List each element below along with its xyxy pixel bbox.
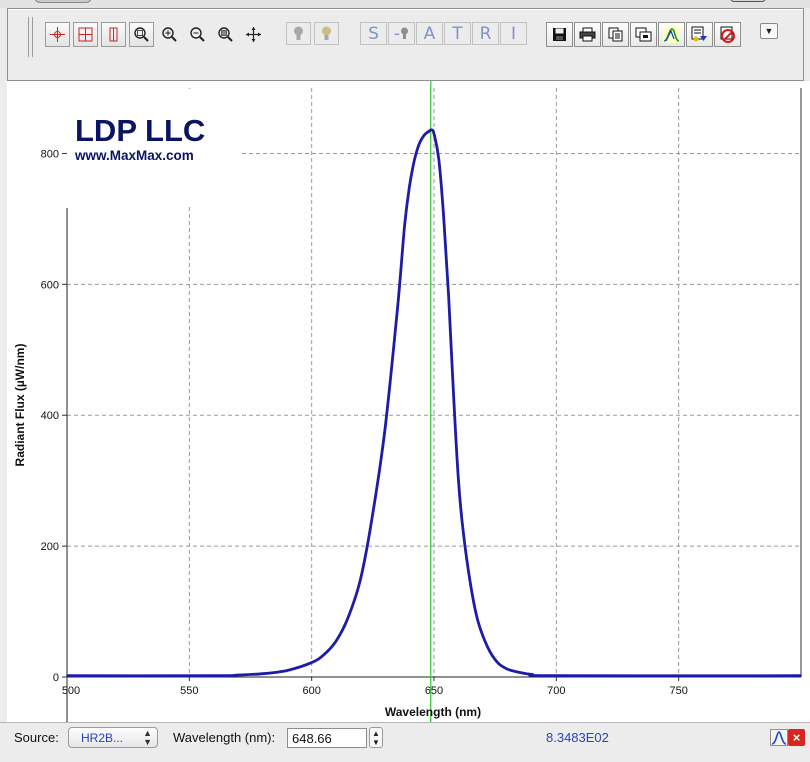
wavelength-input[interactable] xyxy=(287,728,367,748)
x-tick-label: 500 xyxy=(62,685,80,697)
spectrum-point xyxy=(452,394,455,397)
source-value: HR2B... xyxy=(81,731,124,745)
spectrum-point xyxy=(261,672,264,675)
reflectance-mode-button[interactable]: R xyxy=(472,22,499,45)
y-tick-label: 600 xyxy=(41,279,59,291)
pan-icon[interactable] xyxy=(241,22,266,47)
spectrum-point xyxy=(469,584,472,587)
spectrum-point xyxy=(531,673,533,676)
transmission-mode-button[interactable]: T xyxy=(444,22,471,45)
window-top-strip xyxy=(0,0,810,8)
chart-ticks: 500 550 600 650 700 750 0 200 400 600 800 xyxy=(41,148,688,697)
toolbar-grip[interactable] xyxy=(28,17,33,57)
spectrum-point xyxy=(442,218,445,220)
spectrum-point xyxy=(237,674,240,676)
status-bar: Source: HR2B... ▲▼ Wavelength (nm): ▲▼ 8… xyxy=(0,722,810,762)
y-axis-label: Radiant Flux (µW/nm) xyxy=(13,344,27,467)
spectrum-point xyxy=(310,661,313,664)
close-icon[interactable]: × xyxy=(788,729,805,746)
vertical-cursor-icon[interactable] xyxy=(101,22,126,47)
spectrum-point xyxy=(347,615,350,618)
spectrum-point xyxy=(438,159,440,161)
y-tick-label: 400 xyxy=(41,410,59,422)
source-label: Source: xyxy=(14,730,59,745)
spectrum-point xyxy=(462,532,465,534)
y-tick-label: 0 xyxy=(53,672,59,684)
spectrum-point xyxy=(418,142,421,145)
wavelength-stepper[interactable]: ▲ ▼ xyxy=(369,727,383,748)
spectrum-point xyxy=(359,578,362,580)
spectrum-point xyxy=(384,427,386,430)
zoom-out-icon[interactable] xyxy=(185,22,210,47)
spectrum-point xyxy=(518,671,521,674)
y-tick-label: 800 xyxy=(41,148,59,160)
logo-company: LDP LLC xyxy=(75,113,205,148)
spectrum-point xyxy=(396,309,399,312)
spectrum-point xyxy=(286,669,289,672)
spectrum-point xyxy=(423,134,426,136)
spectrum-chart[interactable]: 500 550 600 650 700 750 0 200 400 600 800 LDP LLC … xyxy=(7,81,810,722)
spectrum-point xyxy=(428,130,430,132)
spectrum-point xyxy=(413,159,416,161)
spectrum-point xyxy=(800,674,802,677)
copy-icon[interactable] xyxy=(602,22,629,47)
zoom-region-icon[interactable] xyxy=(129,22,154,47)
copy-graph-icon[interactable] xyxy=(630,22,657,47)
x-tick-label: 700 xyxy=(547,685,565,697)
lamp-on-icon[interactable] xyxy=(314,22,339,45)
crosshair-cursor-icon[interactable] xyxy=(45,22,70,47)
save-icon[interactable] xyxy=(546,22,573,47)
spectrum-point xyxy=(457,479,460,482)
spectrum-point xyxy=(335,640,337,642)
logo-backdrop xyxy=(65,89,241,207)
spectrum-point xyxy=(477,620,479,623)
toolbar: S - A T R I ▼ xyxy=(7,8,804,81)
source-select[interactable]: HR2B... ▲ ▼ xyxy=(68,727,158,748)
lamp-mode-label: - xyxy=(393,23,401,44)
toolbar-overflow-chevron-icon[interactable]: ▼ xyxy=(760,23,778,39)
x-tick-label: 600 xyxy=(302,685,320,697)
source-select-arrows-icon: ▲ ▼ xyxy=(143,728,152,747)
wavelength-label: Wavelength (nm): xyxy=(173,730,276,745)
x-axis-label: Wavelength (nm) xyxy=(385,705,481,719)
scope-mode-button[interactable]: S xyxy=(360,22,387,45)
spectrum-points xyxy=(66,129,802,677)
spectrum-point xyxy=(433,133,435,135)
lamp-mode-button[interactable]: - xyxy=(388,22,415,45)
spectrum-point xyxy=(403,224,406,227)
zoom-fit-icon[interactable] xyxy=(213,22,238,47)
x-tick-label: 750 xyxy=(669,685,687,697)
window-tab-right[interactable] xyxy=(730,0,766,2)
spectrum-point xyxy=(213,674,215,677)
spectrum-point xyxy=(408,185,411,187)
spectrum-point xyxy=(66,674,68,677)
overlay-spectrum-icon[interactable] xyxy=(658,22,685,47)
load-spectrum-icon[interactable] xyxy=(686,22,713,47)
spectrum-point xyxy=(506,668,509,670)
spectrum-point xyxy=(487,646,489,649)
print-icon[interactable] xyxy=(574,22,601,47)
x-tick-label: 650 xyxy=(425,685,443,697)
grid-cursor-icon[interactable] xyxy=(73,22,98,47)
spectrum-point xyxy=(496,661,499,664)
spectrum-point xyxy=(447,296,450,299)
lamp-mode-icon xyxy=(401,27,409,39)
spectrum-point xyxy=(555,674,558,677)
y-tick-label: 200 xyxy=(41,541,59,553)
spectrum-point xyxy=(372,512,374,515)
irradiance-mode-button[interactable]: I xyxy=(500,22,527,45)
spectrum-series-line xyxy=(66,128,802,678)
absorbance-mode-button[interactable]: A xyxy=(416,22,443,45)
peak-view-icon[interactable] xyxy=(770,729,788,746)
flux-readout: 8.3483E02 xyxy=(546,730,609,745)
spectrum-point xyxy=(430,129,433,131)
window-tab-left[interactable] xyxy=(34,0,92,3)
logo-website: www.MaxMax.com xyxy=(74,148,194,163)
x-tick-label: 550 xyxy=(180,685,198,697)
zoom-in-icon[interactable] xyxy=(157,22,182,47)
delete-spectrum-icon[interactable] xyxy=(714,22,741,47)
lamp-off-icon[interactable] xyxy=(286,22,311,45)
spectrum-point xyxy=(323,653,325,656)
